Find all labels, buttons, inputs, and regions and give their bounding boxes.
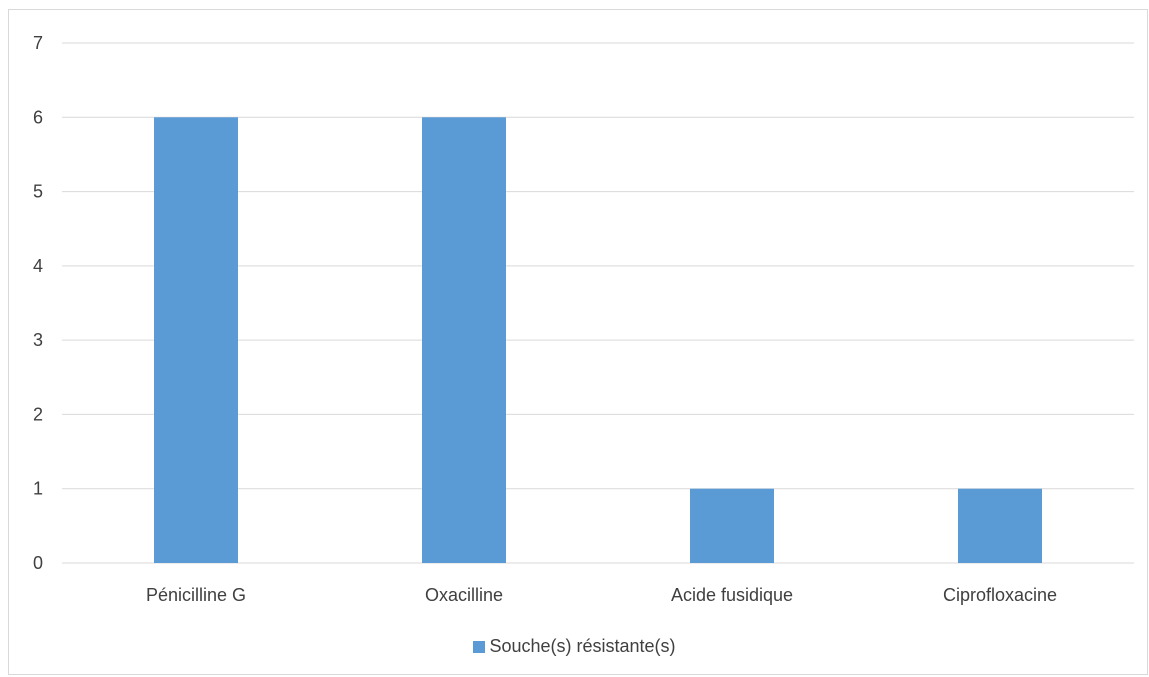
y-tick-label: 3 [33, 330, 43, 350]
x-tick-label: Ciprofloxacine [943, 585, 1057, 605]
legend-item: Souche(s) résistante(s) [473, 636, 676, 657]
y-tick-label: 2 [33, 404, 43, 424]
chart-legend: Souche(s) résistante(s) [0, 636, 1149, 657]
y-tick-label: 4 [33, 256, 43, 276]
bar [958, 488, 1042, 563]
y-tick-label: 5 [33, 182, 43, 202]
x-tick-label: Pénicilline G [146, 585, 246, 605]
bar [154, 117, 238, 564]
legend-swatch [473, 640, 486, 653]
x-tick-label: Acide fusidique [671, 585, 793, 605]
bar [690, 488, 774, 563]
legend-label: Souche(s) résistante(s) [489, 636, 676, 656]
x-tick-label: Oxacilline [425, 585, 503, 605]
bar [422, 117, 506, 564]
y-tick-label: 0 [33, 553, 43, 573]
y-tick-label: 6 [33, 107, 43, 127]
y-tick-label: 1 [33, 479, 43, 499]
y-tick-label: 7 [33, 33, 43, 53]
